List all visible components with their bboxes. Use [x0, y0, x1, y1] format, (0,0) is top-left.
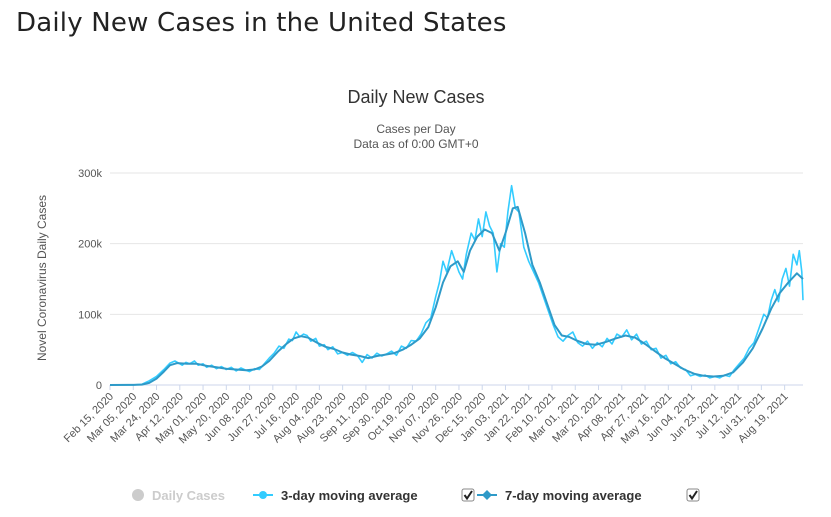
legend-symbol-marker — [259, 491, 267, 499]
checkmark-icon — [463, 490, 473, 501]
y-tick-label: 100k — [78, 309, 102, 321]
legend-label: 7-day moving average — [505, 488, 642, 503]
series-line — [109, 184, 804, 386]
y-tick-label: 0 — [96, 380, 102, 392]
checkbox-box — [461, 488, 475, 502]
legend-checkbox[interactable] — [686, 488, 700, 502]
gridlines — [110, 172, 803, 386]
y-axis-ticks: 0 100k 200k 300k — [78, 168, 102, 392]
legend-checkbox[interactable] — [461, 488, 475, 502]
checkmark-icon — [688, 490, 698, 501]
legend-item[interactable]: 7-day moving average — [477, 488, 642, 503]
series-lines — [109, 184, 804, 386]
page-heading: Daily New Cases in the United States — [16, 8, 507, 38]
series-line — [109, 205, 804, 386]
y-axis-label: Novel Coronavirus Daily Cases — [35, 195, 49, 361]
chart-subtitle-line2: Data as of 0:00 GMT+0 — [353, 137, 478, 151]
legend-symbol-marker — [482, 490, 492, 500]
legend-label: Daily Cases — [152, 488, 225, 503]
chart-title: Daily New Cases — [347, 87, 484, 107]
legend-item[interactable]: 3-day moving average — [253, 488, 418, 503]
legend-item[interactable]: Daily Cases — [132, 488, 225, 503]
checkbox-box — [686, 488, 700, 502]
legend-symbol — [132, 489, 144, 501]
y-tick-label: 300k — [78, 168, 102, 180]
chart-subtitle-line1: Cases per Day — [376, 122, 455, 136]
legend-label: 3-day moving average — [281, 488, 418, 503]
y-tick-label: 200k — [78, 239, 102, 251]
legend: Daily Cases 3-day moving average 7-day mov… — [132, 488, 700, 503]
